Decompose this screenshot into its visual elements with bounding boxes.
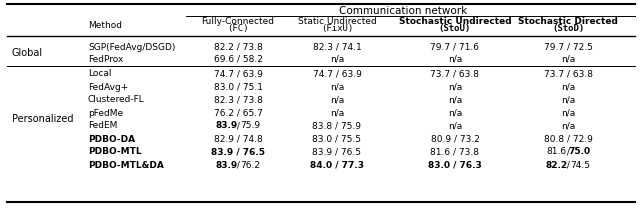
Text: 83.9: 83.9 bbox=[215, 161, 237, 170]
Text: Static Undirected: Static Undirected bbox=[298, 17, 376, 26]
Text: (FixU): (FixU) bbox=[321, 25, 353, 33]
Text: PDBO-DA: PDBO-DA bbox=[88, 135, 135, 144]
Text: n/a: n/a bbox=[448, 54, 462, 63]
Text: 83.0 / 75.5: 83.0 / 75.5 bbox=[312, 135, 362, 144]
Text: /: / bbox=[234, 121, 243, 130]
Text: 79.7 / 71.6: 79.7 / 71.6 bbox=[431, 42, 479, 52]
Text: 79.7 / 72.5: 79.7 / 72.5 bbox=[543, 42, 593, 52]
Text: n/a: n/a bbox=[561, 83, 575, 92]
Text: 75.9: 75.9 bbox=[240, 121, 260, 130]
Text: 74.7 / 63.9: 74.7 / 63.9 bbox=[214, 69, 262, 78]
Text: FedAvg+: FedAvg+ bbox=[88, 83, 128, 92]
Text: 83.0 / 75.1: 83.0 / 75.1 bbox=[214, 83, 262, 92]
Text: 81.6 / 73.8: 81.6 / 73.8 bbox=[431, 147, 479, 156]
Text: n/a: n/a bbox=[561, 109, 575, 118]
Text: Stochastic Undirected: Stochastic Undirected bbox=[399, 17, 511, 26]
Text: n/a: n/a bbox=[330, 83, 344, 92]
Text: (StoD): (StoD) bbox=[552, 25, 584, 33]
Text: 83.9 / 76.5: 83.9 / 76.5 bbox=[312, 147, 362, 156]
Text: 76.2 / 65.7: 76.2 / 65.7 bbox=[214, 109, 262, 118]
Text: pFedMe: pFedMe bbox=[88, 109, 123, 118]
Text: PDBO-MTL&DA: PDBO-MTL&DA bbox=[88, 161, 164, 170]
Text: 83.9: 83.9 bbox=[215, 121, 237, 130]
Text: /: / bbox=[564, 147, 572, 156]
Text: (FC): (FC) bbox=[227, 25, 249, 33]
Text: 82.3 / 73.8: 82.3 / 73.8 bbox=[214, 95, 262, 104]
Text: 84.0 / 77.3: 84.0 / 77.3 bbox=[310, 161, 364, 170]
Text: 75.0: 75.0 bbox=[569, 147, 591, 156]
Text: 73.7 / 63.8: 73.7 / 63.8 bbox=[543, 69, 593, 78]
Text: Personalized: Personalized bbox=[12, 114, 74, 125]
Text: 80.8 / 72.9: 80.8 / 72.9 bbox=[543, 135, 593, 144]
Text: SGP(FedAvg/DSGD): SGP(FedAvg/DSGD) bbox=[88, 42, 175, 52]
Text: n/a: n/a bbox=[561, 54, 575, 63]
Text: /: / bbox=[564, 161, 572, 170]
Text: Method: Method bbox=[88, 21, 122, 30]
Text: Communication network: Communication network bbox=[339, 6, 467, 16]
Text: PDBO-MTL: PDBO-MTL bbox=[88, 147, 141, 156]
Text: 80.9 / 73.2: 80.9 / 73.2 bbox=[431, 135, 479, 144]
Text: n/a: n/a bbox=[330, 95, 344, 104]
Text: n/a: n/a bbox=[330, 54, 344, 63]
Text: Local: Local bbox=[88, 69, 111, 78]
Text: n/a: n/a bbox=[448, 83, 462, 92]
Text: FedEM: FedEM bbox=[88, 121, 117, 130]
Text: 82.3 / 74.1: 82.3 / 74.1 bbox=[312, 42, 362, 52]
Text: Clustered-FL: Clustered-FL bbox=[88, 95, 145, 104]
Text: 82.2 / 73.8: 82.2 / 73.8 bbox=[214, 42, 262, 52]
Text: n/a: n/a bbox=[561, 121, 575, 130]
Text: n/a: n/a bbox=[448, 95, 462, 104]
Text: Fully-Connected: Fully-Connected bbox=[202, 17, 275, 26]
Text: 83.0 / 76.3: 83.0 / 76.3 bbox=[428, 161, 482, 170]
Text: 74.7 / 63.9: 74.7 / 63.9 bbox=[312, 69, 362, 78]
Text: 73.7 / 63.8: 73.7 / 63.8 bbox=[431, 69, 479, 78]
Text: n/a: n/a bbox=[330, 109, 344, 118]
Text: 81.6: 81.6 bbox=[546, 147, 566, 156]
Text: 69.6 / 58.2: 69.6 / 58.2 bbox=[214, 54, 262, 63]
Text: 82.9 / 74.8: 82.9 / 74.8 bbox=[214, 135, 262, 144]
Text: n/a: n/a bbox=[448, 121, 462, 130]
Text: Global: Global bbox=[12, 48, 43, 58]
Text: 83.8 / 75.9: 83.8 / 75.9 bbox=[312, 121, 362, 130]
Text: FedProx: FedProx bbox=[88, 54, 124, 63]
Text: 83.9 / 76.5: 83.9 / 76.5 bbox=[211, 147, 265, 156]
Text: (StoU): (StoU) bbox=[439, 25, 471, 33]
Text: Stochastic Directed: Stochastic Directed bbox=[518, 17, 618, 26]
Text: 76.2: 76.2 bbox=[240, 161, 260, 170]
Text: /: / bbox=[234, 161, 243, 170]
Text: 82.2: 82.2 bbox=[545, 161, 567, 170]
Text: 74.5: 74.5 bbox=[570, 161, 590, 170]
Text: n/a: n/a bbox=[448, 109, 462, 118]
Text: n/a: n/a bbox=[561, 95, 575, 104]
